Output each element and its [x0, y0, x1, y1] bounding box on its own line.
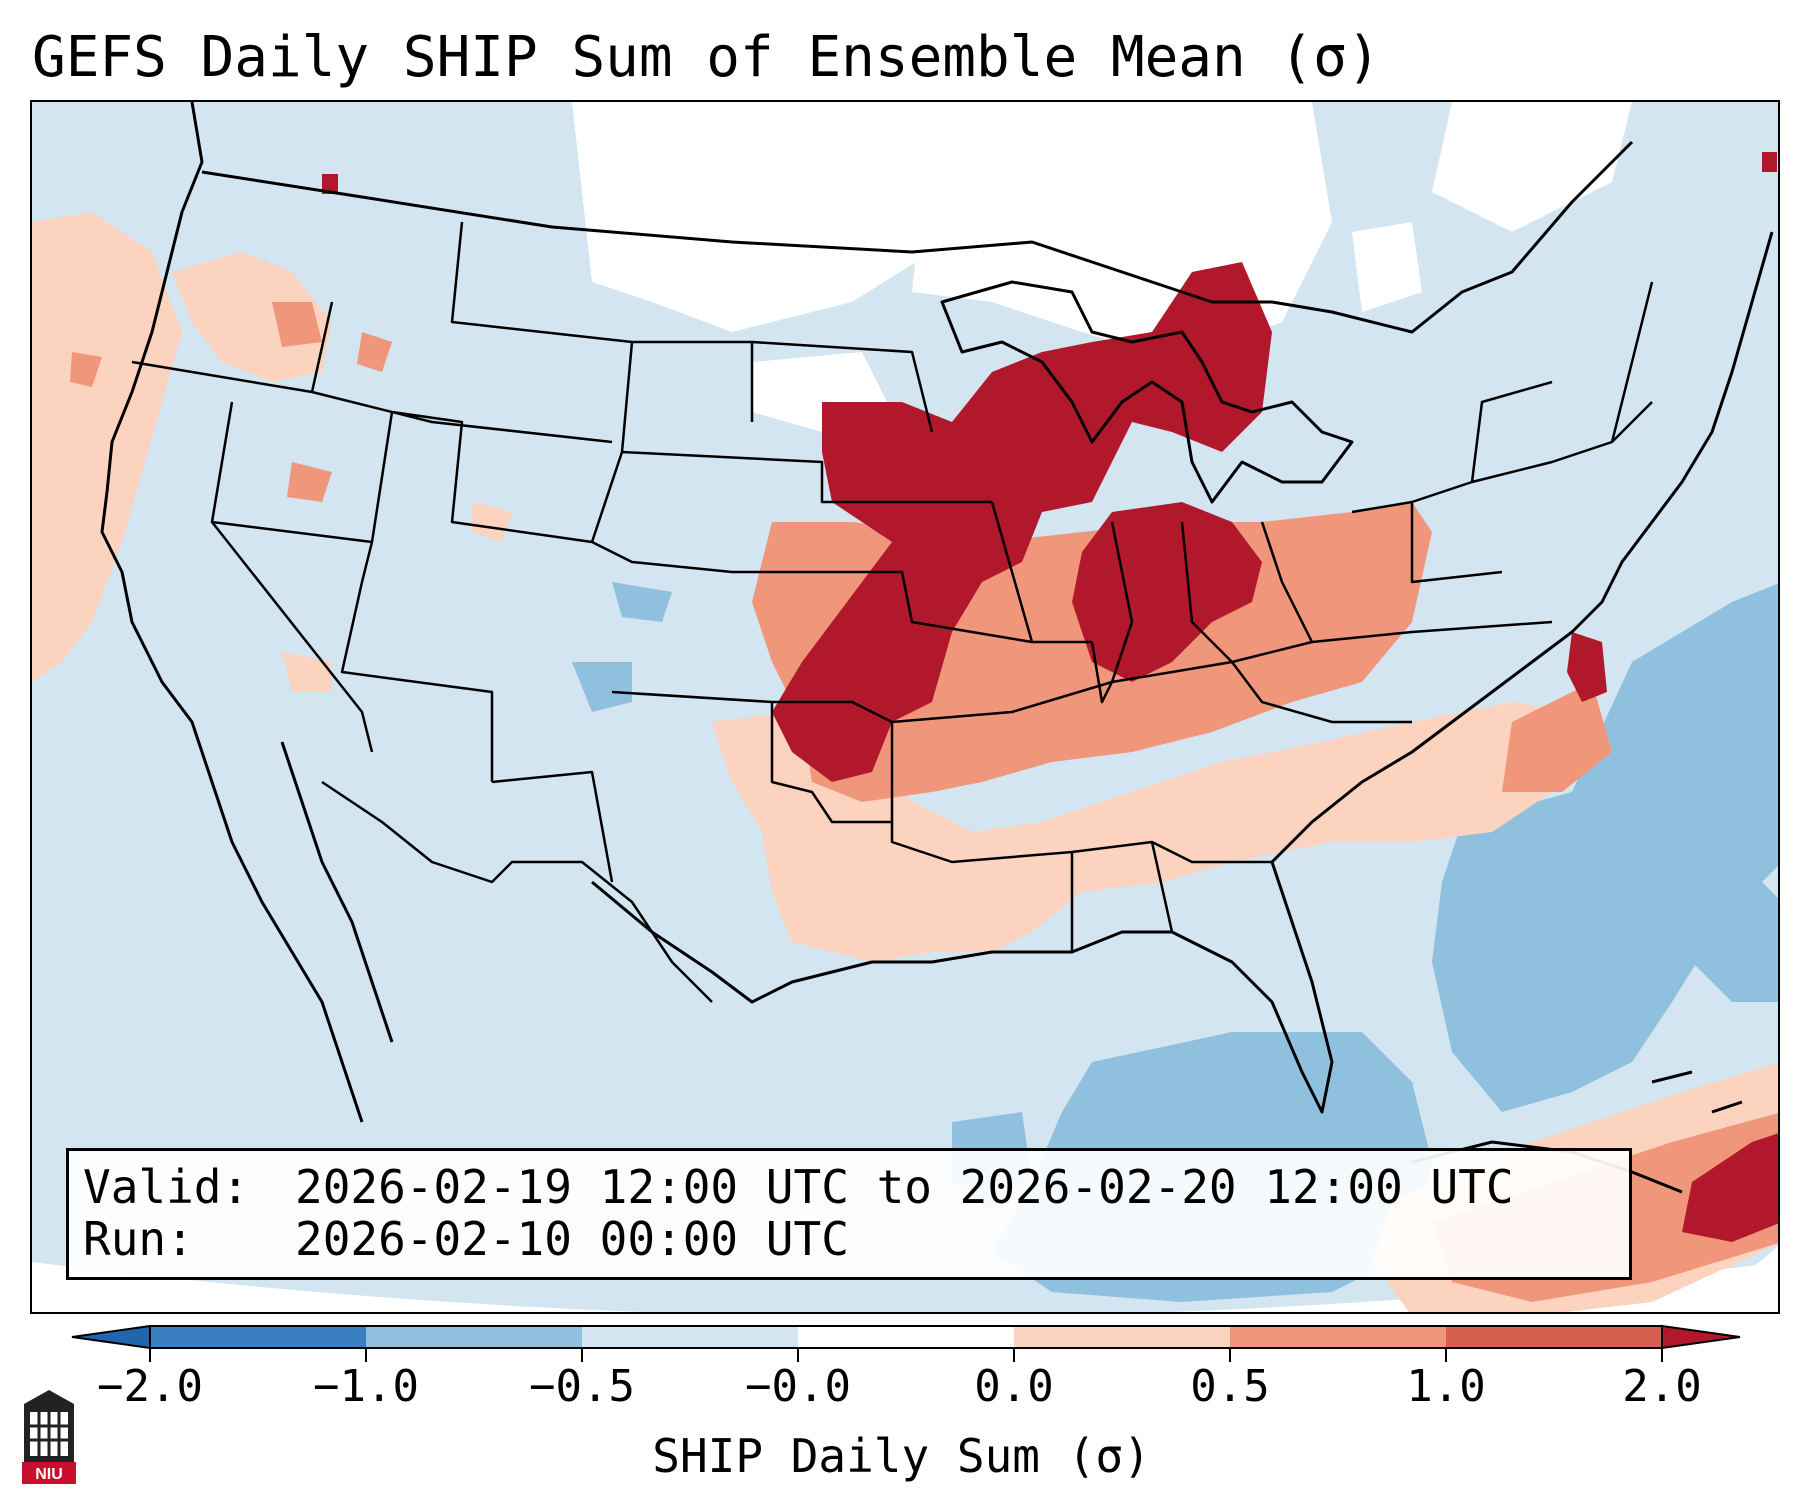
colorbar-tick-label: −0.5 [529, 1361, 635, 1412]
gulf-coastline [591, 861, 1334, 1114]
colorbar-segment [366, 1326, 582, 1348]
colorbar-tick-label: 2.0 [1622, 1361, 1702, 1412]
colorbar-tick-label: 0.0 [974, 1361, 1054, 1412]
colorbar-tick-label: 1.0 [1406, 1361, 1486, 1412]
colorbar-segment [582, 1326, 798, 1348]
great-lakes-outline [940, 280, 1354, 504]
run-label: Run: [83, 1212, 194, 1266]
logo-text: NIU [35, 1466, 63, 1483]
map-title: GEFS Daily SHIP Sum of Ensemble Mean (σ) [32, 25, 1381, 90]
colorbar-border [149, 1325, 1663, 1349]
atlantic-coastline [1270, 231, 1774, 864]
outside-domain-lower-right [1652, 1245, 1778, 1312]
niu-logo-icon: NIU [22, 1390, 76, 1484]
boundary-lines [100, 102, 1774, 1194]
map-panel [30, 100, 1780, 1314]
validity-infobox: Valid: 2026-02-19 12:00 UTC to 2026-02-20… [66, 1148, 1632, 1280]
run-value: 2026-02-10 00:00 UTC [295, 1212, 849, 1266]
baja-coastline [280, 741, 394, 1043]
canada-us-border [201, 140, 1634, 334]
outside-domain-lower-left [32, 1262, 461, 1312]
colorbar-label: SHIP Daily Sum (σ) [652, 1429, 1151, 1483]
colorbar-segment [1446, 1326, 1662, 1348]
colorbar-ticks [149, 1348, 1663, 1362]
colorbar-segment [1230, 1326, 1446, 1348]
colorbar-tick-label: −1.0 [313, 1361, 419, 1412]
colorbar-tick-label: −0.0 [745, 1361, 851, 1412]
colorbar-tick-label: −2.0 [97, 1361, 203, 1412]
positive-strong-regions [322, 152, 1778, 1242]
colorbar [71, 1324, 1741, 1362]
map-canvas [32, 102, 1778, 1312]
valid-value: 2026-02-19 12:00 UTC to 2026-02-20 12:00… [295, 1160, 1514, 1214]
colorbar-segment [1014, 1326, 1230, 1348]
valid-label: Valid: [83, 1160, 250, 1214]
colorbar-segment [150, 1326, 366, 1348]
colorbar-segment [798, 1326, 1014, 1348]
colorbar-tick-label: 0.5 [1190, 1361, 1270, 1412]
mexico-border [321, 780, 713, 1003]
colorbar-segments [71, 1324, 1741, 1350]
colorbar-extend-low [71, 1324, 151, 1350]
state-borders [131, 221, 1654, 952]
colorbar-extend-high [1661, 1324, 1741, 1350]
pacific-coastline [100, 102, 364, 1123]
